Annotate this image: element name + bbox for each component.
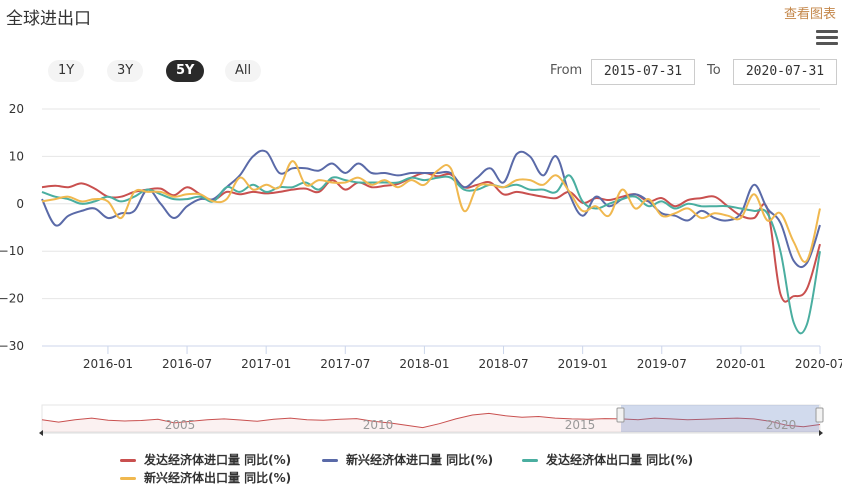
x-tick-label: 2020-01 <box>716 357 766 371</box>
series-line-3 <box>41 160 821 263</box>
legend-swatch <box>522 459 538 462</box>
legend-label: 发达经济体出口量 同比(%) <box>546 453 694 467</box>
x-tick-label: 2016-07 <box>162 357 212 371</box>
navigator-label: 2010 <box>363 418 394 432</box>
legend-item-0[interactable]: 发达经济体进口量 同比(%) <box>120 451 291 468</box>
series-lines <box>41 149 821 335</box>
series-line-2 <box>41 174 821 335</box>
legend-label: 新兴经济体出口量 同比(%) <box>144 471 292 485</box>
navigator: 2005 2010 2015 2020 <box>39 404 824 436</box>
legend-swatch <box>120 477 136 480</box>
x-tick-label: 2018-01 <box>399 357 449 371</box>
to-date-input[interactable]: 2020-07-31 <box>733 59 837 85</box>
series-line-0 <box>41 171 821 303</box>
x-tick-label: 2017-07 <box>320 357 370 371</box>
y-axis: 20 10 0 −10 −20 −30 <box>0 102 24 353</box>
legend-label: 新兴经济体进口量 同比(%) <box>346 453 494 467</box>
from-label: From <box>550 63 583 78</box>
to-label: To <box>707 63 721 78</box>
legend-label: 发达经济体进口量 同比(%) <box>144 453 292 467</box>
navigator-label: 2020 <box>766 418 797 432</box>
legend-item-3[interactable]: 新兴经济体出口量 同比(%) <box>120 469 291 486</box>
y-tick-label: 0 <box>16 197 24 211</box>
y-tick-label: 10 <box>9 149 24 163</box>
navigator-area <box>42 413 820 432</box>
navigator-line <box>41 412 821 429</box>
x-tick-label: 2018-07 <box>478 357 528 371</box>
y-tick-label: −30 <box>0 339 24 353</box>
navigator-handle-right <box>815 407 824 423</box>
range-button-all[interactable]: All <box>225 60 262 82</box>
y-tick-label: −10 <box>0 244 24 258</box>
range-button-3y[interactable]: 3Y <box>107 60 144 82</box>
navigator-selection <box>621 405 819 432</box>
x-axis: 2016-01 2016-07 2017-01 2017-07 2018-01 2018-… <box>42 345 842 371</box>
range-button-1y[interactable]: 1Y <box>48 60 85 82</box>
range-button-5y[interactable]: 5Y <box>166 60 205 82</box>
scroll-left-arrow-icon <box>39 430 43 436</box>
series-line-1 <box>41 149 821 269</box>
legend-swatch <box>120 459 136 462</box>
legend-item-2[interactable]: 发达经济体出口量 同比(%) <box>522 451 693 468</box>
x-tick-label: 2019-07 <box>637 357 687 371</box>
navigator-label: 2005 <box>165 418 196 432</box>
x-tick-label: 2017-01 <box>241 357 291 371</box>
x-tick-label: 2020-07 <box>795 357 842 371</box>
view-chart-link[interactable]: 查看图表 <box>783 7 836 22</box>
from-date-input[interactable]: 2015-07-31 <box>591 59 695 85</box>
navigator-frame <box>41 404 821 433</box>
navigator-label: 2015 <box>565 418 596 432</box>
navigator-handle-left <box>616 407 625 423</box>
scroll-right-arrow-icon <box>819 430 823 436</box>
legend-swatch <box>322 459 338 462</box>
page-title: 全球进出口 <box>6 9 91 29</box>
y-tick-label: 20 <box>9 102 24 116</box>
legend-item-1[interactable]: 新兴经济体进口量 同比(%) <box>322 451 493 468</box>
hamburger-icon[interactable] <box>816 30 838 48</box>
y-tick-label: −20 <box>0 292 24 306</box>
x-tick-label: 2016-01 <box>83 357 133 371</box>
x-tick-label: 2019-01 <box>558 357 608 371</box>
grid-lines <box>42 108 820 347</box>
